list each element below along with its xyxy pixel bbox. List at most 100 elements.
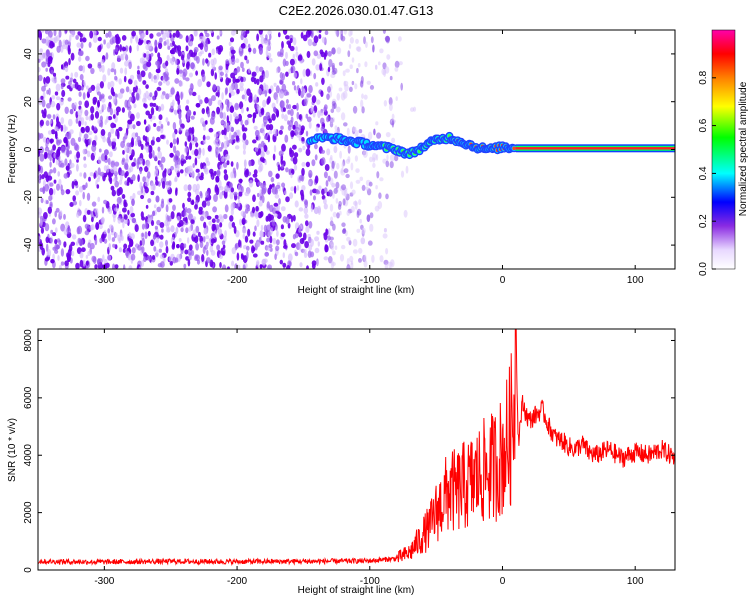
- noise-blob: [195, 168, 200, 173]
- noise-blob: [385, 193, 389, 200]
- noise-blob: [130, 212, 135, 218]
- noise-blob: [82, 92, 86, 100]
- noise-blob: [55, 158, 59, 166]
- noise-blob: [79, 172, 83, 177]
- noise-blob: [354, 83, 358, 90]
- noise-blob: [154, 155, 158, 162]
- noise-blob: [239, 81, 244, 88]
- noise-blob: [164, 30, 168, 35]
- noise-blob: [114, 93, 118, 98]
- noise-blob: [340, 35, 346, 42]
- noise-blob: [135, 35, 139, 42]
- noise-blob: [228, 139, 233, 144]
- noise-blob: [293, 72, 298, 79]
- noise-blob: [47, 130, 52, 135]
- noise-blob: [161, 180, 166, 189]
- noise-blob: [268, 170, 273, 178]
- y-tick-label: 2000: [23, 501, 34, 524]
- noise-blob: [247, 228, 251, 237]
- noise-blob: [45, 200, 49, 205]
- noise-blob: [123, 264, 126, 269]
- noise-blob: [38, 74, 43, 82]
- noise-blob: [129, 74, 135, 80]
- noise-blob: [265, 49, 269, 57]
- noise-blob: [107, 157, 111, 166]
- noise-blob: [229, 215, 234, 222]
- noise-blob: [378, 61, 381, 66]
- noise-blob: [345, 68, 350, 73]
- noise-blob: [361, 106, 365, 114]
- noise-blob: [265, 34, 268, 41]
- noise-blob: [82, 214, 87, 223]
- noise-blob: [47, 206, 52, 214]
- noise-blob: [305, 130, 309, 137]
- noise-blob: [78, 50, 84, 57]
- noise-blob: [305, 68, 311, 77]
- noise-blob: [83, 133, 89, 140]
- noise-blob: [174, 176, 178, 182]
- noise-blob: [203, 221, 207, 229]
- noise-blob: [65, 189, 71, 195]
- noise-blob: [52, 79, 58, 84]
- noise-blob: [287, 253, 293, 262]
- noise-blob: [101, 64, 105, 73]
- noise-blob: [321, 157, 326, 166]
- noise-blob: [202, 236, 206, 243]
- colorbar-tick-label: 0.4: [698, 166, 709, 180]
- noise-blob: [53, 188, 56, 195]
- noise-blob: [389, 75, 393, 81]
- noise-blob: [120, 170, 125, 177]
- noise-blob: [325, 180, 329, 187]
- noise-blob: [190, 115, 195, 120]
- noise-blob: [64, 30, 68, 35]
- noise-blob: [41, 61, 47, 68]
- noise-blob: [340, 168, 344, 174]
- noise-blob: [205, 241, 209, 249]
- noise-blob: [154, 45, 158, 54]
- noise-blob: [78, 91, 82, 97]
- noise-blob: [295, 46, 298, 52]
- noise-blob: [342, 90, 348, 99]
- noise-blob: [230, 58, 236, 65]
- noise-blob: [117, 217, 122, 224]
- noise-blob: [323, 256, 329, 261]
- noise-blob: [152, 95, 156, 101]
- noise-blob: [230, 30, 236, 36]
- noise-blob: [56, 116, 59, 125]
- noise-blob: [174, 78, 180, 84]
- noise-blob: [219, 111, 224, 119]
- noise-blob: [203, 126, 206, 131]
- noise-blob: [229, 192, 234, 200]
- noise-blob: [273, 128, 278, 137]
- noise-blob: [254, 129, 260, 137]
- noise-blob: [92, 30, 97, 34]
- noise-blob: [273, 202, 279, 207]
- noise-blob: [45, 243, 49, 253]
- noise-blob: [153, 123, 157, 127]
- noise-blob: [174, 57, 178, 66]
- noise-blob: [55, 83, 61, 92]
- noise-blob: [224, 230, 228, 238]
- noise-blob: [323, 106, 327, 113]
- noise-blob: [115, 131, 118, 137]
- noise-blob: [108, 224, 114, 229]
- noise-blob: [246, 88, 251, 96]
- noise-blob: [52, 253, 55, 261]
- noise-blob: [363, 254, 367, 263]
- noise-blob: [242, 142, 247, 151]
- noise-blob: [259, 264, 263, 269]
- noise-blob: [63, 136, 68, 144]
- noise-blob: [264, 84, 269, 91]
- noise-blob: [54, 91, 59, 96]
- noise-blob: [112, 263, 116, 269]
- noise-blob: [94, 264, 98, 269]
- noise-blob: [131, 137, 134, 146]
- noise-blob: [369, 156, 373, 163]
- noise-blob: [96, 184, 100, 189]
- noise-blob: [384, 35, 390, 43]
- noise-blob: [289, 192, 294, 200]
- noise-blob: [80, 126, 86, 134]
- noise-blob: [346, 236, 351, 242]
- noise-blob: [59, 162, 65, 168]
- noise-blob: [40, 227, 45, 234]
